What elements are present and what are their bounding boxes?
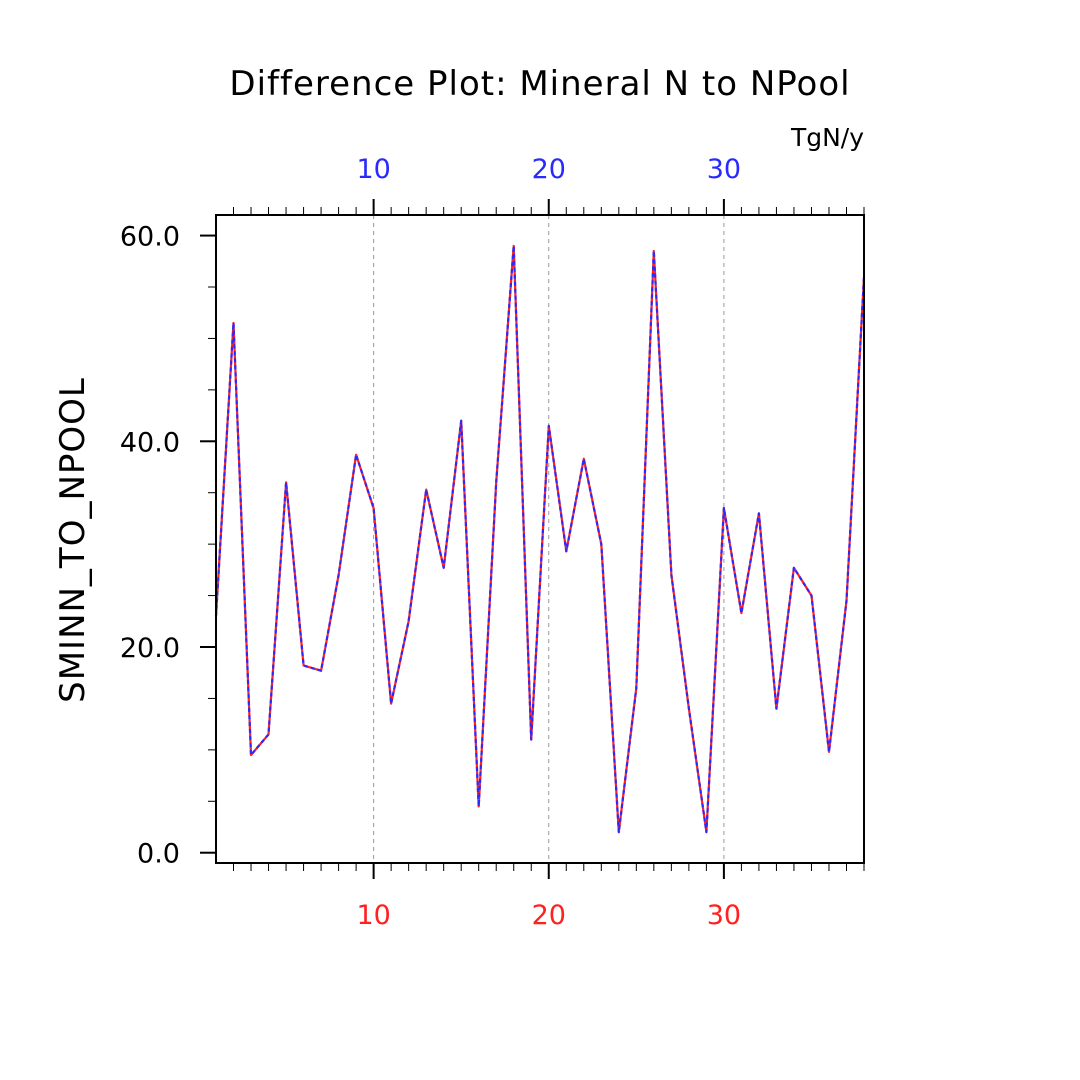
series-line-red: [214, 244, 866, 834]
x-tick-label-bottom-20: 20: [532, 900, 566, 931]
y-tick-label-20.0: 20.0: [120, 633, 180, 664]
y-tick-label-0.0: 0.0: [137, 839, 180, 870]
x-tick-label-top-20: 20: [532, 154, 566, 185]
y-tick-label-60.0: 60.0: [120, 222, 180, 253]
x-tick-label-bottom-10: 10: [356, 900, 390, 931]
y-tick-label-40.0: 40.0: [120, 427, 180, 458]
y-axis-label: SMINN_TO_NPOOL: [53, 377, 93, 703]
plot-frame: [215, 214, 865, 864]
gridlines: [373, 215, 725, 863]
x-tick-label-bottom-30: 30: [707, 900, 741, 931]
chart-title: Difference Plot: Mineral N to NPool: [229, 64, 850, 104]
x-tick-label-top-30: 30: [707, 154, 741, 185]
series-line-blue: [214, 244, 866, 834]
axis-ticks: [200, 199, 865, 879]
tick-labels: 10 10 20 20 30 30 0.0 20.0 40.0 60.0: [120, 154, 741, 931]
units-label: TgN/y: [790, 123, 864, 152]
x-tick-label-top-10: 10: [356, 154, 390, 185]
series-lines: [214, 244, 866, 834]
